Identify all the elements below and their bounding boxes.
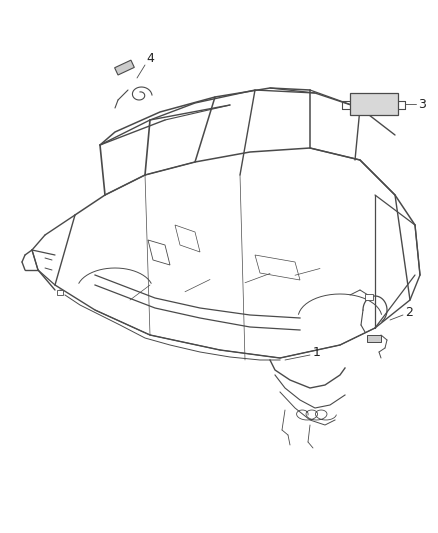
Text: 1: 1 bbox=[313, 345, 321, 359]
Text: 3: 3 bbox=[418, 98, 426, 110]
Bar bbox=[367, 335, 381, 342]
Text: 2: 2 bbox=[405, 306, 413, 319]
Bar bbox=[350, 93, 398, 115]
Bar bbox=[115, 60, 134, 75]
Bar bbox=[57, 290, 63, 295]
Bar bbox=[365, 294, 373, 300]
Text: 4: 4 bbox=[146, 52, 154, 64]
